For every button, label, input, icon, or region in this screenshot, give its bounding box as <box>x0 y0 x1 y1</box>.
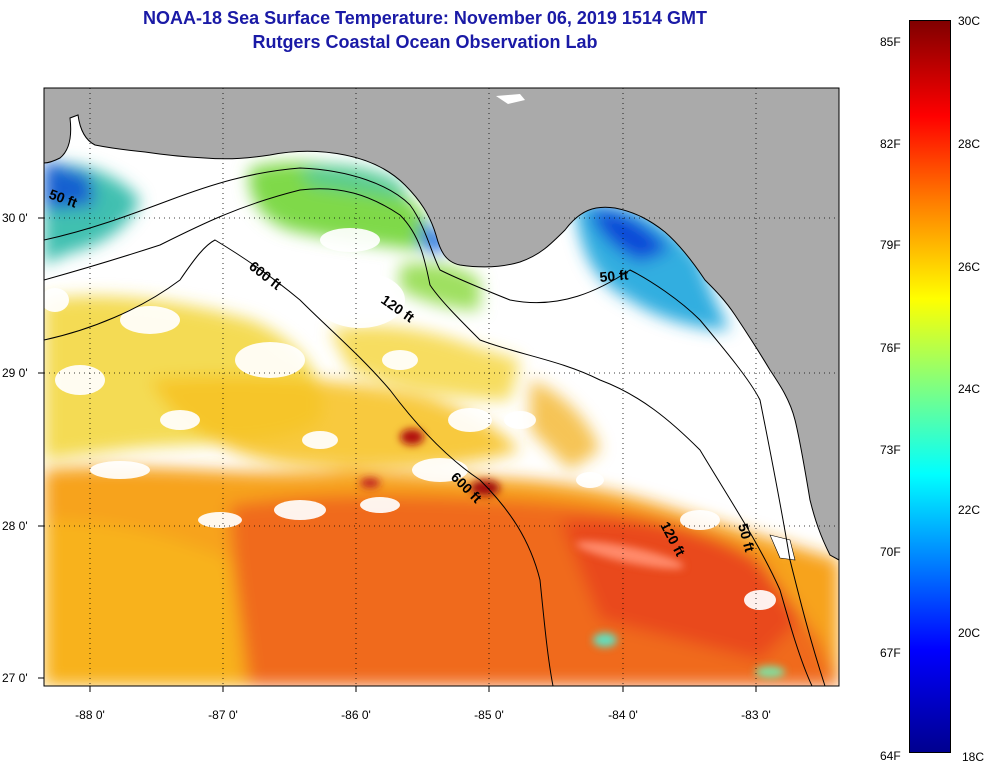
lon-tick-label: -87 0' <box>208 708 238 722</box>
colorbar-celsius-label: 22C <box>958 503 981 517</box>
lon-tick-labels: -88 0' -87 0' -86 0' -85 0' -84 0' -83 0… <box>75 708 771 722</box>
colorbar-fahrenheit-label: 76F <box>880 341 901 355</box>
hot-spots <box>360 429 785 678</box>
temperature-colorbar <box>909 20 951 753</box>
lake-speck <box>496 94 525 104</box>
colorbar-celsius-label: 24C <box>958 382 981 396</box>
colorbar-fahrenheit-label: 67F <box>880 646 901 660</box>
bathymetry-contours <box>44 167 826 686</box>
colorbar-fahrenheit-label: 82F <box>880 137 901 151</box>
colorbar-celsius-label: 20C <box>958 626 981 640</box>
contour-label: 50 ft <box>735 522 758 554</box>
frame-ticks <box>38 217 757 692</box>
colorbar-fahrenheit-label: 64F <box>880 749 901 763</box>
lon-tick-label: -86 0' <box>341 708 371 722</box>
lon-tick-label: -85 0' <box>474 708 504 722</box>
map-title: NOAA-18 Sea Surface Temperature: Novembe… <box>143 8 707 28</box>
land-mass <box>44 88 839 561</box>
colorbar-celsius-label: 30C <box>958 14 981 28</box>
lon-tick-label: -83 0' <box>741 708 771 722</box>
lat-tick-labels: 30 0' 29 0' 28 0' 27 0' <box>2 211 28 685</box>
lat-tick-label: 30 0' <box>2 211 28 225</box>
colorbar-celsius-label: 18C <box>962 750 985 764</box>
colorbar-celsius-label: 28C <box>958 137 981 151</box>
map-frame <box>43 87 840 687</box>
contour-label: 50 ft <box>599 267 629 285</box>
colorbar-fahrenheit-label: 73F <box>880 443 901 457</box>
lon-tick-label: -84 0' <box>608 708 638 722</box>
colorbar-celsius-label: 26C <box>958 260 981 274</box>
colorbar-fahrenheit-label: 79F <box>880 238 901 252</box>
lat-tick-label: 27 0' <box>2 671 28 685</box>
lon-tick-label: -88 0' <box>75 708 105 722</box>
lat-tick-label: 28 0' <box>2 519 28 533</box>
colorbar-fahrenheit-label: 70F <box>880 545 901 559</box>
colorbar-fahrenheit-label: 85F <box>880 35 901 49</box>
map-subtitle: Rutgers Coastal Ocean Observation Lab <box>252 32 598 52</box>
cloud-mask <box>44 228 776 610</box>
lat-tick-label: 29 0' <box>2 366 28 380</box>
